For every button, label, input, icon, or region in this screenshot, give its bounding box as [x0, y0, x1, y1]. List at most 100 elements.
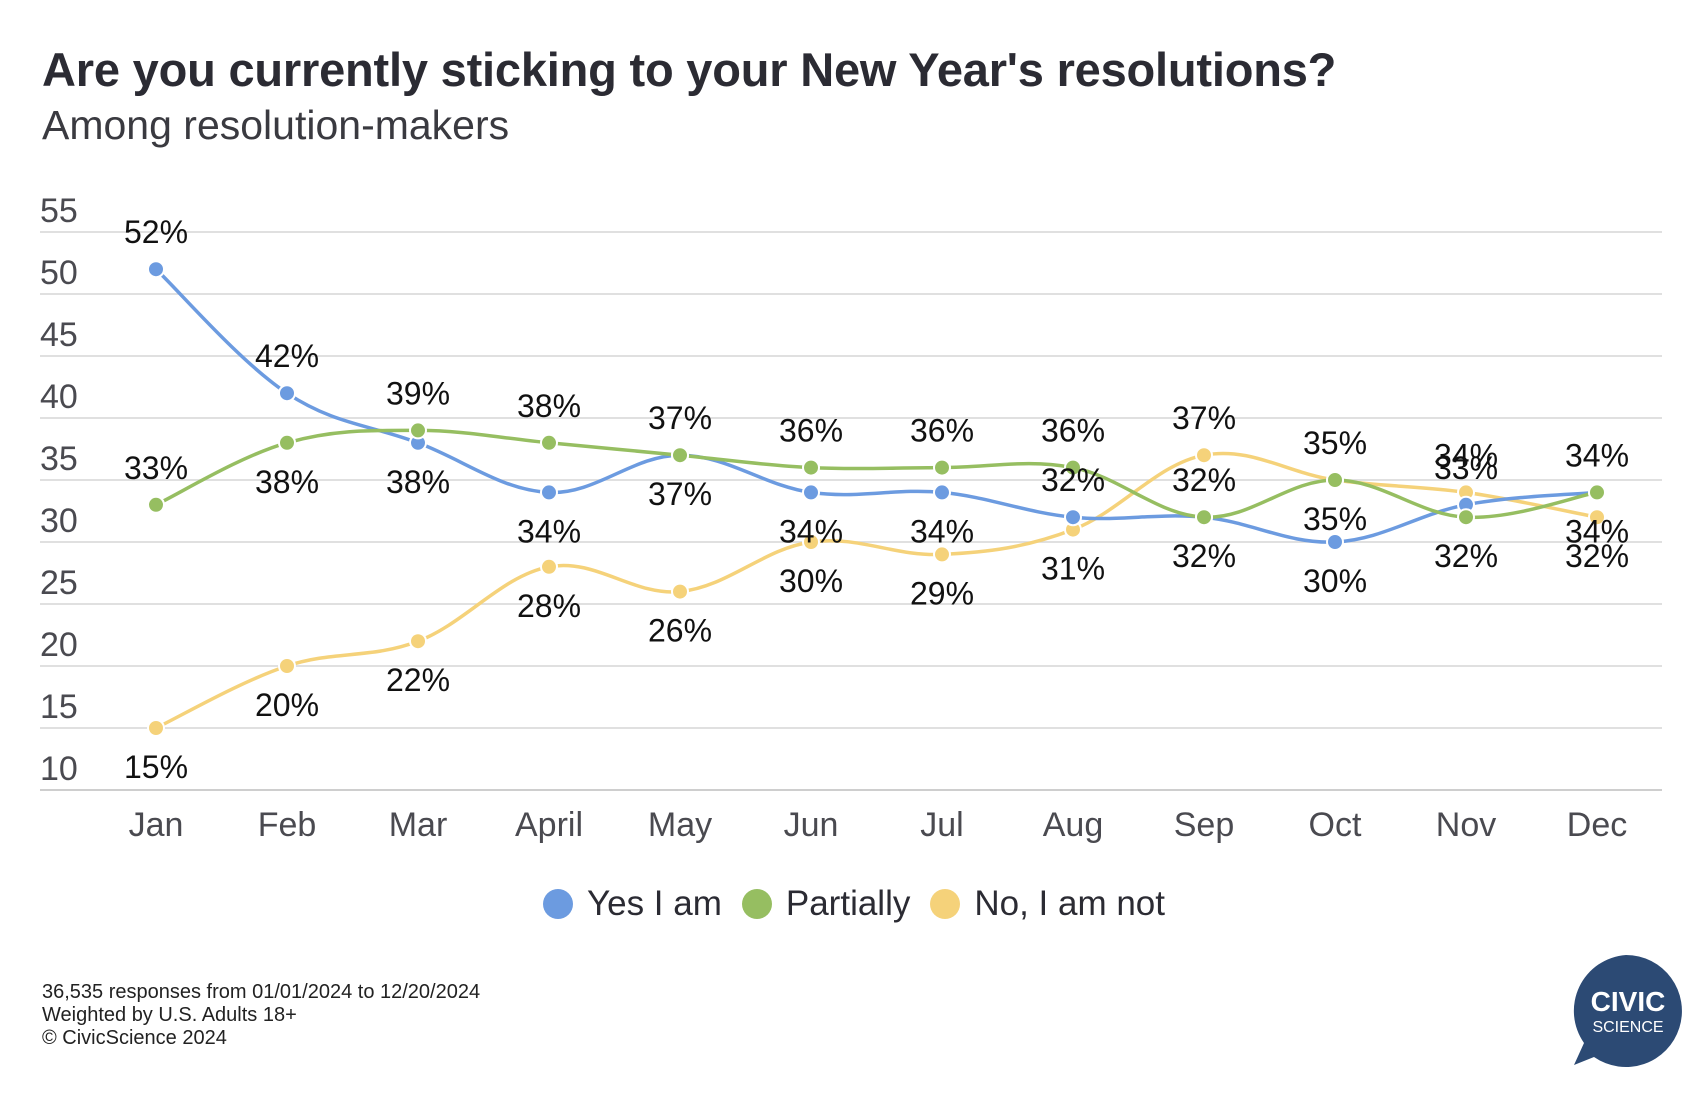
- data-point-no[interactable]: [933, 545, 951, 564]
- legend-swatch-no: [930, 889, 961, 919]
- data-point-yes[interactable]: [278, 384, 296, 403]
- data-label-partially: 38%: [255, 464, 319, 500]
- data-label-no: 30%: [779, 563, 843, 599]
- data-label-partially: 33%: [124, 450, 188, 486]
- data-label-partially: 36%: [910, 413, 974, 449]
- footer-responses: 36,535 responses from 01/01/2024 to 12/2…: [42, 981, 481, 1003]
- legend-item-partially[interactable]: Partially: [741, 884, 911, 924]
- data-label-yes: 34%: [1565, 437, 1629, 473]
- civicscience-logo: CIVIC SCIENCE: [1573, 955, 1682, 1067]
- data-point-yes[interactable]: [147, 260, 165, 279]
- data-label-yes: 34%: [517, 513, 581, 549]
- data-label-partially: 32%: [1172, 538, 1236, 574]
- y-tick-label: 10: [40, 750, 78, 788]
- data-point-no[interactable]: [1588, 508, 1606, 527]
- data-label-yes: 37%: [648, 400, 712, 436]
- data-point-no[interactable]: [1195, 446, 1213, 465]
- x-tick-label: April: [515, 806, 583, 844]
- data-point-no[interactable]: [671, 582, 689, 601]
- data-label-partially: 34%: [1565, 513, 1629, 549]
- y-tick-label: 20: [40, 626, 78, 664]
- y-tick-label: 15: [40, 688, 78, 726]
- legend-item-yes[interactable]: Yes I am: [542, 884, 722, 924]
- series-line-yes: [154, 267, 1599, 544]
- legend-label-partially: Partially: [785, 884, 911, 923]
- data-point-partially[interactable]: [540, 433, 558, 452]
- data-point-partially[interactable]: [1457, 508, 1475, 527]
- x-tick-label: Jan: [129, 806, 184, 844]
- data-point-partially[interactable]: [802, 458, 820, 477]
- data-point-partially[interactable]: [278, 433, 296, 452]
- data-point-no[interactable]: [409, 632, 427, 651]
- legend-label-no: No, I am not: [974, 884, 1165, 923]
- data-point-partially[interactable]: [147, 495, 165, 514]
- data-point-partially[interactable]: [933, 458, 951, 477]
- data-point-partially[interactable]: [1064, 458, 1082, 477]
- data-label-yes: 34%: [910, 513, 974, 549]
- data-point-no[interactable]: [278, 657, 296, 675]
- data-point-partially[interactable]: [409, 421, 427, 440]
- data-point-partially[interactable]: [1195, 508, 1213, 527]
- data-point-partially[interactable]: [1326, 471, 1344, 489]
- data-point-yes[interactable]: [1064, 508, 1082, 527]
- data-label-no: 32%: [1565, 538, 1629, 574]
- data-point-no[interactable]: [802, 533, 820, 551]
- data-label-no: 26%: [648, 613, 712, 649]
- data-label-no: 28%: [517, 588, 581, 624]
- x-axis-ticks: Jan Feb Mar April May Jun Jul Aug Sep Oct Nov Dec: [129, 806, 1628, 844]
- legend-item-no[interactable]: No, I am not: [930, 884, 1165, 924]
- data-label-partially: 36%: [779, 413, 843, 449]
- data-label-no: 22%: [386, 662, 450, 698]
- data-label-no: 35%: [1303, 501, 1367, 537]
- data-point-yes[interactable]: [933, 483, 951, 502]
- x-tick-label: Sep: [1174, 806, 1235, 844]
- data-label-yes: 42%: [255, 338, 319, 374]
- legend-label-yes: Yes I am: [586, 884, 722, 923]
- data-label-partially: 35%: [1303, 425, 1367, 461]
- x-tick-label: Dec: [1567, 806, 1627, 844]
- y-tick-label: 45: [40, 316, 78, 354]
- data-point-no[interactable]: [147, 719, 165, 737]
- chart-subtitle: Among resolution-makers: [42, 102, 510, 148]
- data-label-yes: 30%: [1303, 563, 1367, 599]
- data-point-yes[interactable]: [1326, 533, 1344, 551]
- data-point-partially[interactable]: [1588, 483, 1606, 502]
- data-label-yes: 52%: [124, 214, 188, 250]
- data-label-no: 34%: [1434, 437, 1498, 473]
- x-tick-label: Mar: [389, 806, 448, 844]
- data-label-partially: 38%: [517, 388, 581, 424]
- data-label-yes: 38%: [386, 464, 450, 500]
- data-point-partially[interactable]: [671, 446, 689, 465]
- data-label-partially: 37%: [648, 476, 712, 512]
- logo-bubble: [1573, 955, 1682, 1067]
- y-tick-label: 40: [40, 378, 78, 416]
- chart-legend: Yes I am Partially No, I am not: [0, 884, 1708, 924]
- data-point-no[interactable]: [540, 557, 558, 576]
- line-chart: 10 15 20 25 30 35 40 45 50 55 Jan Feb Mar April May Ju…: [40, 192, 1662, 844]
- legend-swatch-partially: [741, 889, 772, 919]
- y-tick-label: 55: [40, 192, 78, 230]
- x-tick-label: Nov: [1436, 806, 1496, 844]
- data-point-yes[interactable]: [802, 483, 820, 502]
- data-label-no: 29%: [910, 575, 974, 611]
- logo-text-science: SCIENCE: [1592, 1019, 1663, 1036]
- y-tick-label: 50: [40, 254, 78, 292]
- x-tick-label: Aug: [1043, 806, 1104, 844]
- data-label-partially: 36%: [1041, 413, 1105, 449]
- data-points: [147, 260, 1606, 737]
- x-tick-label: Jun: [784, 806, 839, 844]
- data-point-yes[interactable]: [540, 483, 558, 502]
- x-tick-label: Oct: [1309, 806, 1362, 844]
- x-tick-label: Jul: [920, 806, 963, 844]
- x-tick-label: Feb: [258, 806, 317, 844]
- data-label-yes: 32%: [1172, 462, 1236, 498]
- series-lines: [154, 267, 1599, 730]
- grid-lines: [40, 231, 1662, 791]
- y-tick-label: 35: [40, 440, 78, 478]
- data-labels: 52% 33% 15% 42% 38% 20% 39% 38% 22% 38% 34% 28% 37% 3…: [124, 214, 1629, 785]
- data-label-no: 15%: [124, 749, 188, 785]
- data-label-partially: 39%: [386, 375, 450, 411]
- y-axis-ticks: 10 15 20 25 30 35 40 45 50 55: [40, 192, 78, 788]
- footer-copyright: © CivicScience 2024: [42, 1027, 227, 1049]
- data-label-partially: 32%: [1434, 538, 1498, 574]
